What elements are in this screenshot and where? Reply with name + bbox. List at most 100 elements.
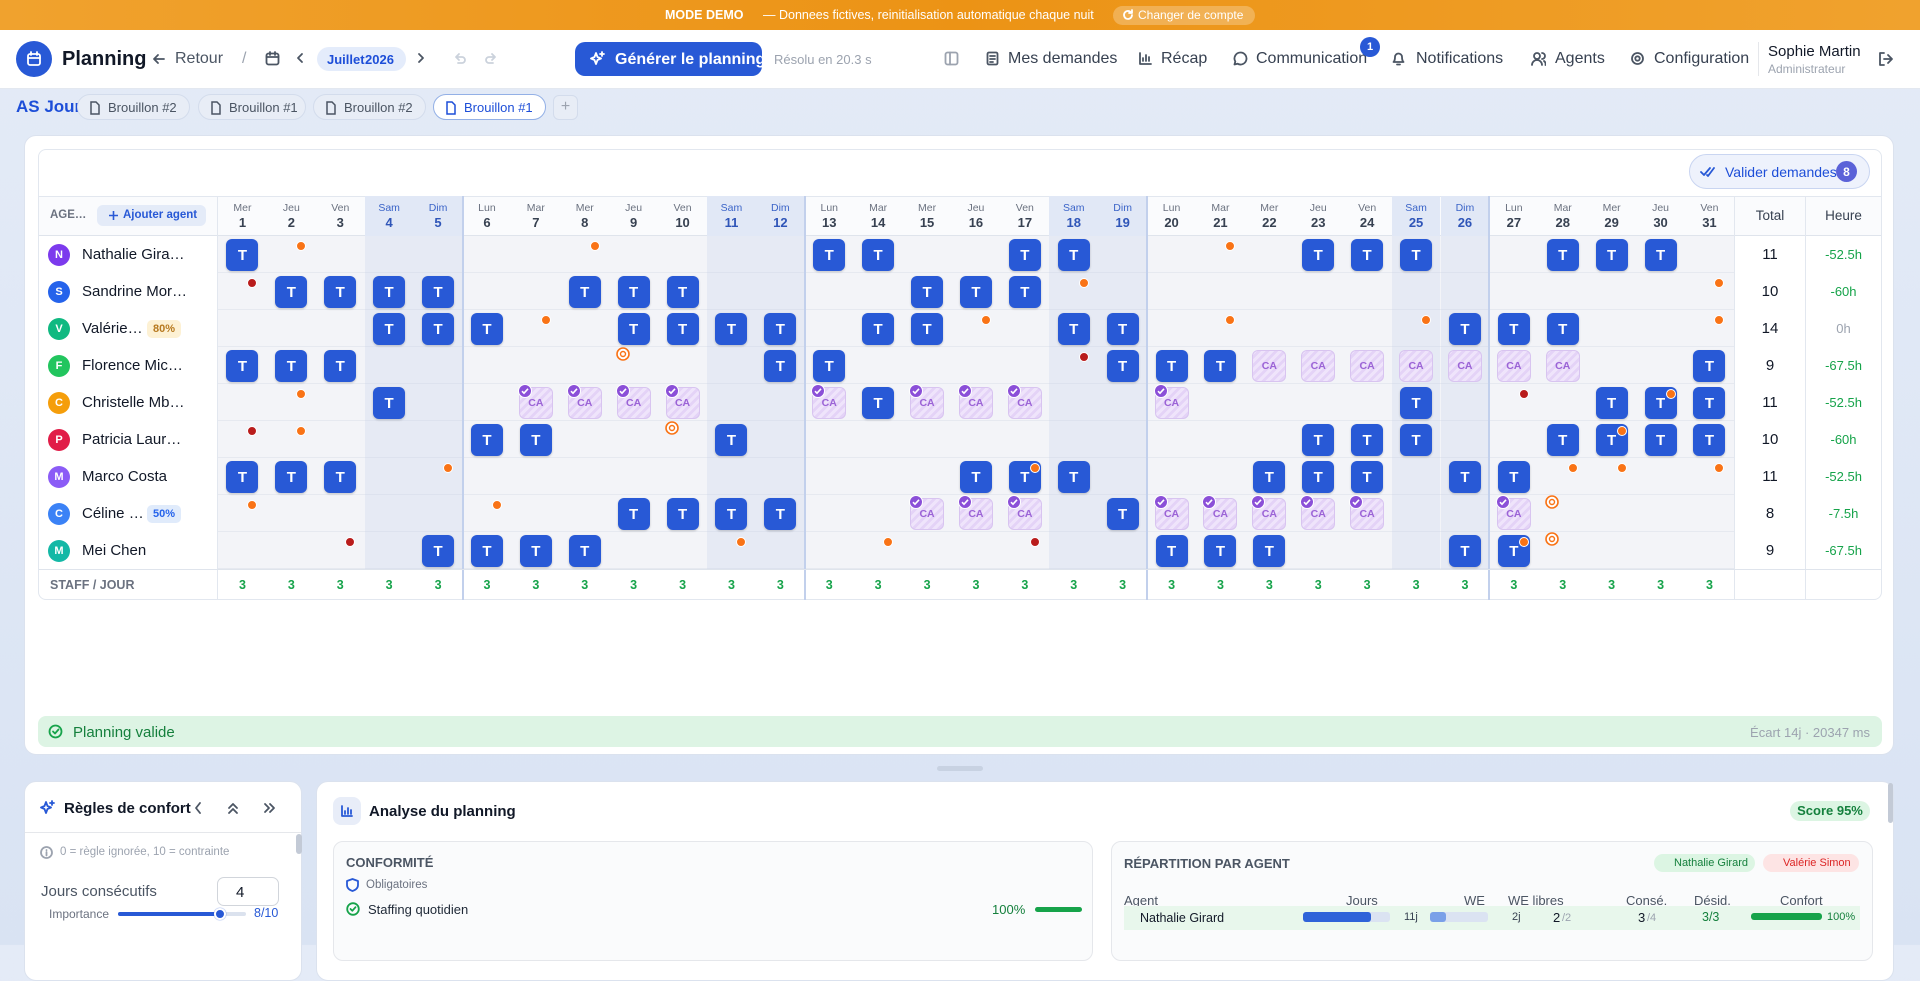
leave-cell[interactable]: CA xyxy=(1252,349,1287,382)
rule-input[interactable] xyxy=(217,877,279,906)
shift-cell[interactable]: T xyxy=(1546,238,1579,271)
shift-cell[interactable]: T xyxy=(1057,460,1090,493)
analysis-scrollbar[interactable] xyxy=(1888,783,1893,823)
shift-cell[interactable]: T xyxy=(617,275,650,308)
shift-cell[interactable]: T xyxy=(1497,460,1530,493)
nav-requests[interactable]: Mes demandes xyxy=(1008,50,1118,67)
rules-collapse[interactable] xyxy=(226,801,240,815)
agent-name[interactable]: Patricia Laur… xyxy=(82,430,182,448)
shift-cell[interactable]: T xyxy=(275,275,308,308)
shift-cell[interactable]: T xyxy=(470,423,503,456)
logo[interactable] xyxy=(16,41,52,77)
importance-knob[interactable] xyxy=(214,908,227,920)
shift-cell[interactable]: T xyxy=(1204,534,1237,567)
shift-cell[interactable]: T xyxy=(1595,386,1628,419)
shift-cell[interactable]: T xyxy=(715,423,748,456)
tab[interactable]: Brouillon #1 xyxy=(433,94,546,120)
shift-cell[interactable]: T xyxy=(324,349,357,382)
shift-cell[interactable]: T xyxy=(568,275,601,308)
rules-scrollbar[interactable] xyxy=(296,834,302,854)
leave-cell[interactable]: CA xyxy=(1007,386,1042,419)
shift-cell[interactable]: T xyxy=(1448,460,1481,493)
shift-cell[interactable]: T xyxy=(911,312,944,345)
rules-prev[interactable] xyxy=(192,801,204,815)
shift-cell[interactable]: T xyxy=(617,497,650,530)
shift-cell[interactable]: T xyxy=(226,349,259,382)
shift-cell[interactable]: T xyxy=(764,497,797,530)
switch-account[interactable] xyxy=(1113,6,1255,25)
shift-cell[interactable]: T xyxy=(373,386,406,419)
shift-cell[interactable]: T xyxy=(1106,497,1139,530)
agent-name[interactable]: Mei Chen xyxy=(82,541,147,559)
shift-cell[interactable]: T xyxy=(226,238,259,271)
shift-cell[interactable]: T xyxy=(1693,349,1726,382)
shift-cell[interactable]: T xyxy=(1693,423,1726,456)
agent-name[interactable]: Sandrine Mor… xyxy=(82,282,188,300)
shift-cell[interactable]: T xyxy=(1057,238,1090,271)
shift-cell[interactable]: T xyxy=(373,312,406,345)
shift-cell[interactable]: T xyxy=(422,275,455,308)
shift-cell[interactable]: T xyxy=(1008,238,1041,271)
shift-cell[interactable]: T xyxy=(764,312,797,345)
shift-cell[interactable]: T xyxy=(617,312,650,345)
leave-cell[interactable]: CA xyxy=(910,386,945,419)
shift-cell[interactable]: T xyxy=(1155,534,1188,567)
agent-name[interactable]: Florence Mic… xyxy=(82,356,183,374)
leave-cell[interactable]: CA xyxy=(1203,497,1238,530)
shift-cell[interactable]: T xyxy=(1155,349,1188,382)
shift-cell[interactable]: T xyxy=(1008,275,1041,308)
shift-cell[interactable]: T xyxy=(1302,423,1335,456)
leave-cell[interactable]: CA xyxy=(1154,386,1189,419)
shift-cell[interactable]: T xyxy=(1546,312,1579,345)
shift-cell[interactable]: T xyxy=(1644,238,1677,271)
leave-cell[interactable]: CA xyxy=(1496,349,1531,382)
shift-cell[interactable]: T xyxy=(666,497,699,530)
shift-cell[interactable]: T xyxy=(862,386,895,419)
shift-cell[interactable]: T xyxy=(862,238,895,271)
prev-month[interactable] xyxy=(294,52,306,64)
shift-cell[interactable]: T xyxy=(1106,349,1139,382)
leave-cell[interactable]: CA xyxy=(1399,349,1434,382)
leave-cell[interactable]: CA xyxy=(1545,349,1580,382)
shift-cell[interactable]: T xyxy=(1253,460,1286,493)
shift-cell[interactable]: T xyxy=(324,460,357,493)
shift-cell[interactable]: T xyxy=(715,312,748,345)
shift-cell[interactable]: T xyxy=(1448,534,1481,567)
shift-cell[interactable]: T xyxy=(422,534,455,567)
shift-cell[interactable]: T xyxy=(1693,386,1726,419)
tab[interactable]: Brouillon #2 xyxy=(313,94,426,120)
nav-agents[interactable]: Agents xyxy=(1555,50,1605,67)
nav-recap[interactable]: Récap xyxy=(1161,50,1208,67)
importance-track[interactable] xyxy=(118,908,246,920)
shift-cell[interactable]: T xyxy=(715,497,748,530)
shift-cell[interactable]: T xyxy=(470,312,503,345)
shift-cell[interactable]: T xyxy=(1546,423,1579,456)
team-name[interactable]: AS Jour xyxy=(16,97,82,116)
shift-cell[interactable]: T xyxy=(519,534,552,567)
leave-cell[interactable]: CA xyxy=(1301,349,1336,382)
agent-name[interactable]: Nathalie Gira… xyxy=(82,245,185,263)
shift-cell[interactable]: T xyxy=(911,275,944,308)
shift-cell[interactable]: T xyxy=(813,349,846,382)
leave-cell[interactable]: CA xyxy=(1350,349,1385,382)
shift-cell[interactable]: T xyxy=(373,275,406,308)
leave-cell[interactable]: CA xyxy=(958,497,993,530)
tab[interactable]: Brouillon #1 xyxy=(198,94,306,120)
leave-cell[interactable]: CA xyxy=(1447,349,1482,382)
agent-name[interactable]: Céline … xyxy=(82,504,144,522)
shift-cell[interactable]: T xyxy=(1204,349,1237,382)
shift-cell[interactable]: T xyxy=(862,312,895,345)
shift-cell[interactable]: T xyxy=(1057,312,1090,345)
shift-cell[interactable]: T xyxy=(1595,238,1628,271)
shift-cell[interactable]: T xyxy=(1351,460,1384,493)
shift-cell[interactable]: T xyxy=(1351,423,1384,456)
agent-name[interactable]: Valérie… xyxy=(82,319,143,337)
shift-cell[interactable]: T xyxy=(422,312,455,345)
agent-name[interactable]: Christelle Mb… xyxy=(82,393,185,411)
shift-cell[interactable]: T xyxy=(1253,534,1286,567)
generate-label[interactable]: Générer le planning xyxy=(615,51,766,68)
shift-cell[interactable]: T xyxy=(764,349,797,382)
add-agent[interactable]: Ajouter agent xyxy=(97,205,206,226)
shift-cell[interactable]: T xyxy=(324,275,357,308)
shift-cell[interactable]: T xyxy=(1302,460,1335,493)
